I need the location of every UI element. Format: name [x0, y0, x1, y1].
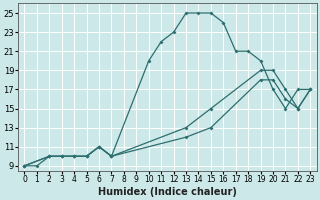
X-axis label: Humidex (Indice chaleur): Humidex (Indice chaleur)	[98, 187, 237, 197]
